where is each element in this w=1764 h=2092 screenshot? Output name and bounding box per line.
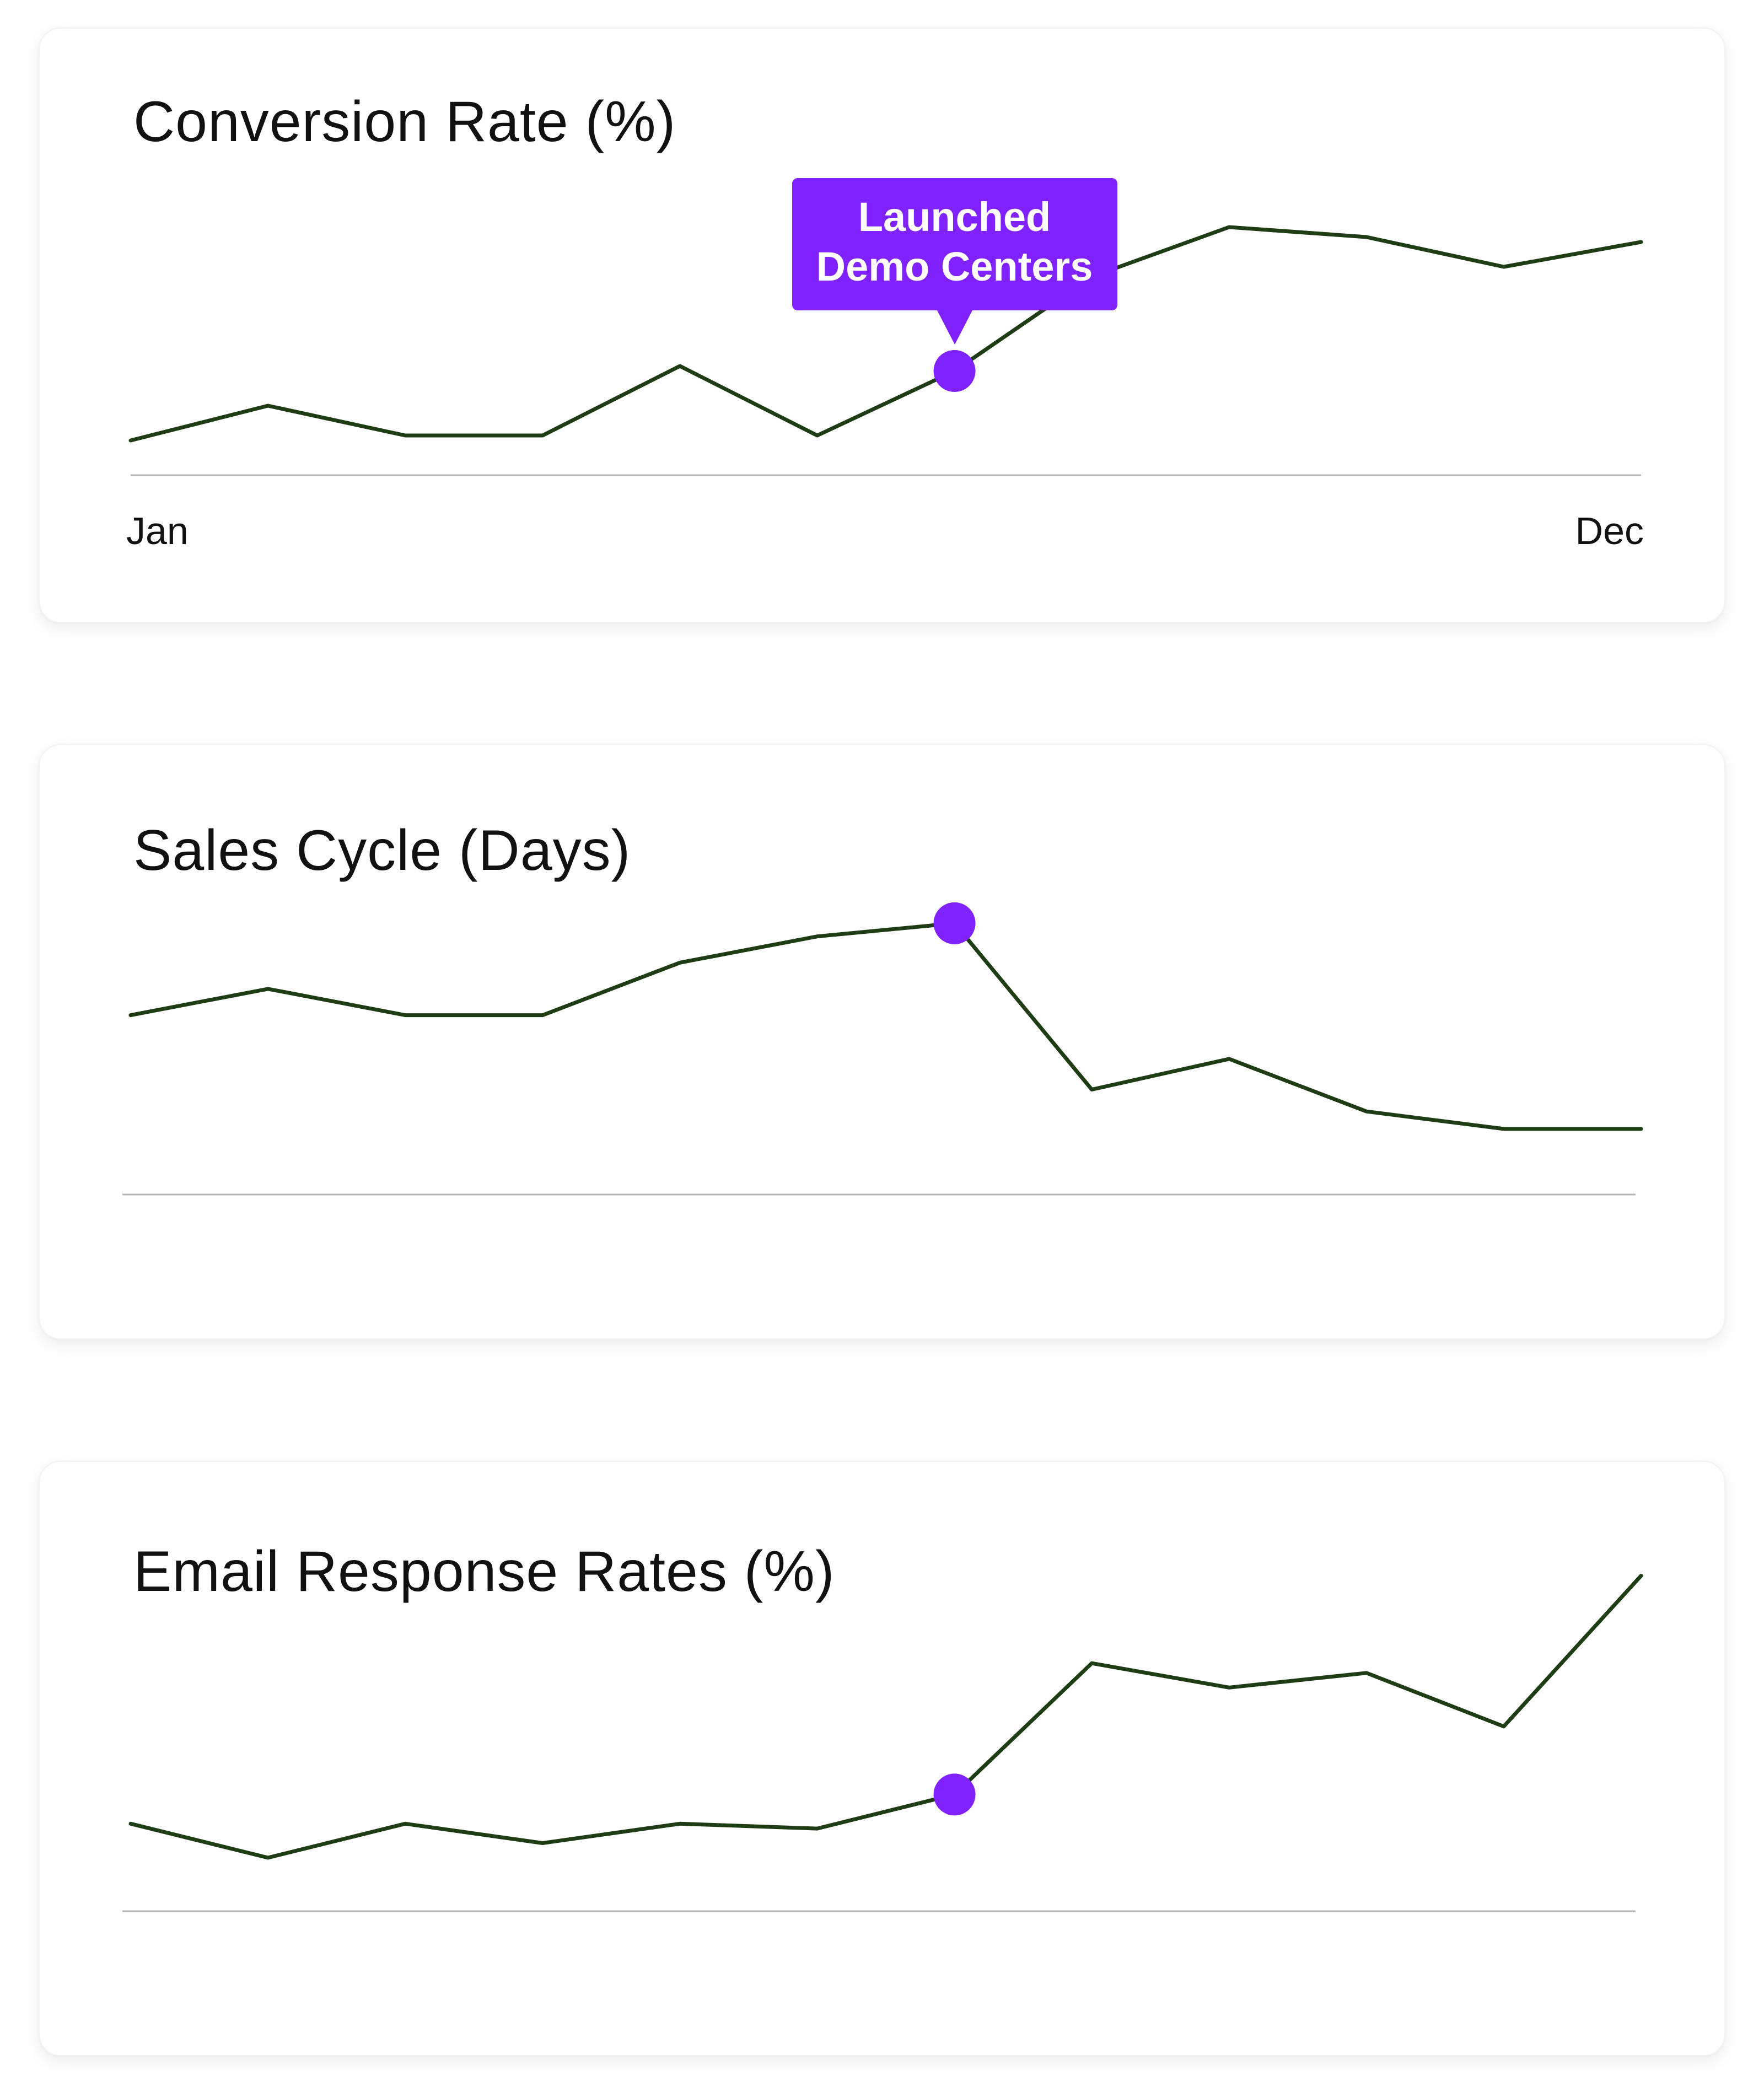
highlight-point	[933, 1773, 976, 1816]
series-line	[128, 921, 1643, 1131]
series-line	[128, 1574, 1643, 1860]
x-tick-label-end: Dec	[1575, 509, 1644, 552]
conversion-rate-chart: Jan Dec	[126, 225, 1644, 552]
annotation-line-1: Launched	[858, 194, 1051, 240]
chart-title: Sales Cycle (Days)	[133, 819, 631, 883]
email-response-rates-chart	[122, 1574, 1643, 1912]
sales-cycle-card: Sales Cycle (Days)	[39, 744, 1725, 1340]
highlight-point	[933, 350, 976, 392]
annotation-line-2: Demo Centers	[816, 244, 1093, 289]
series-line	[128, 225, 1643, 443]
chart-title: Conversion Rate (%)	[133, 90, 676, 154]
launched-demo-centers-annotation: Launched Demo Centers	[792, 178, 1117, 345]
email-response-rates-card: Email Response Rates (%)	[39, 1461, 1725, 2056]
x-tick-label-start: Jan	[126, 509, 189, 552]
highlight-point	[933, 902, 976, 944]
sales-cycle-chart	[122, 902, 1643, 1196]
annotation-pointer	[937, 310, 972, 345]
chart-title: Email Response Rates (%)	[133, 1540, 835, 1604]
conversion-rate-card: Conversion Rate (%) Jan Dec Launched Demo…	[39, 28, 1725, 623]
